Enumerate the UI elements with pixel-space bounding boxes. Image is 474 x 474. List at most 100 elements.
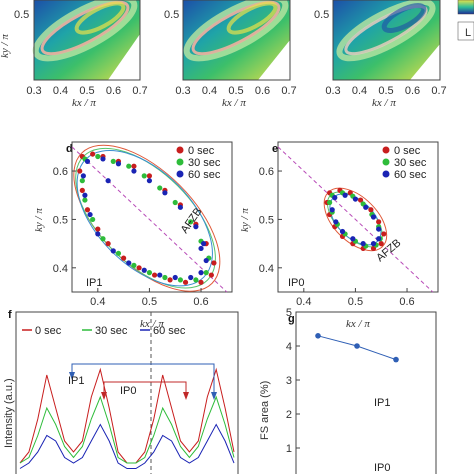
panel-f-ip0-arrow-right — [183, 392, 189, 400]
d-data-point — [146, 270, 153, 276]
top-y-tick-1: 0.5 — [14, 9, 29, 21]
top-y-tick-2: 0.5 — [164, 9, 179, 21]
panel-e-ylabel: ky / π — [239, 208, 251, 232]
d-data-point — [131, 163, 137, 169]
panel-f-lines — [19, 367, 235, 469]
e-legend-text: 0 sec — [394, 145, 421, 157]
d-data-point — [79, 178, 85, 184]
d-data-point — [80, 173, 86, 179]
top-x-tick-label: 0.6 — [106, 85, 121, 97]
d-data-point — [87, 211, 93, 218]
d-data-point — [95, 226, 101, 232]
panel-e-ticks: 0.4 0.5 0.6 0.6 0.5 0.4 — [259, 166, 415, 308]
g-ip1-point — [315, 333, 321, 339]
panel-d-xlabel: kx / π — [140, 318, 164, 330]
top-xlabel-3: kx / π — [372, 97, 396, 109]
d-data-point — [126, 260, 132, 266]
d-data-point — [198, 279, 204, 285]
heatmap-2-frame — [182, 0, 291, 81]
colorbar — [457, 0, 474, 15]
top-x-tick-label: 0.6 — [255, 85, 270, 97]
top-x-tick-label: 0.3 — [325, 85, 340, 97]
e-data-point — [368, 207, 374, 213]
e-afzb-dashed-line — [277, 146, 434, 293]
d-data-point — [105, 178, 111, 184]
d-data-point — [162, 190, 168, 196]
top-x-ticks: 0.3 0.4 0.5 0.6 0.7 0.3 0.4 0.5 0.6 0.7 0.3 0.4 0.5 0… — [26, 85, 446, 97]
d-data-point — [105, 241, 111, 247]
top-y-tick-3: 0.5 — [314, 9, 329, 21]
d-data-point — [203, 270, 209, 276]
panel-f-ip0-arrow-left — [101, 392, 107, 400]
e-y-tick-label: 0.5 — [259, 214, 274, 226]
panel-g-ticks: 5 4 3 2 1 — [286, 307, 300, 455]
e-data-point — [363, 204, 369, 210]
panel-g: g 5 4 3 2 1 IP1 IP0 FS area (%) — [259, 307, 437, 474]
panel-e-xlabel: kx / π — [346, 318, 370, 330]
d-data-point — [95, 231, 101, 237]
d-data-point — [126, 163, 132, 169]
e-data-point — [378, 241, 384, 247]
d-data-point — [121, 255, 127, 261]
d-data-point — [136, 265, 142, 271]
panel-f-frame — [15, 311, 239, 474]
panel-g-label: g — [288, 313, 295, 325]
panel-f-ip0-bracket — [103, 381, 187, 394]
d-data-point — [100, 236, 106, 242]
panel-f-ip0-label: IP0 — [120, 385, 137, 397]
e-legend-text: 30 sec — [394, 157, 427, 169]
top-x-tick-label: 0.7 — [431, 85, 446, 97]
e-x-tick-label: 0.5 — [348, 296, 363, 308]
panel-e-label: e — [272, 143, 278, 155]
d-data-point — [177, 204, 183, 210]
d-data-point — [131, 168, 137, 174]
d-data-point — [100, 156, 106, 162]
g-y-tick-label: 3 — [286, 375, 292, 387]
d-y-tick-label: 0.5 — [53, 214, 68, 226]
d-x-tick-label: 0.6 — [193, 296, 208, 308]
d-data-point — [188, 274, 194, 281]
e-data-point — [350, 236, 356, 242]
panel-d-fits — [73, 144, 221, 292]
panel-d-afzb-label: AFZB — [179, 206, 205, 236]
d-data-point — [77, 168, 83, 174]
panel-d-ip-label: IP1 — [86, 277, 103, 289]
d-data-point — [146, 178, 153, 184]
panel-g-ip1-label: IP1 — [374, 397, 391, 409]
panel-e-ip-label: IP0 — [288, 277, 305, 289]
panel-f-ip1-label: IP1 — [68, 375, 85, 387]
g-y-tick-label: 5 — [286, 307, 292, 319]
g-ip1-point — [354, 343, 360, 349]
heatmap-3 — [333, 0, 440, 80]
f-legend-text: 0 sec — [35, 325, 62, 337]
d-data-point — [82, 197, 88, 203]
panel-f-ip1-arrow-left — [69, 372, 75, 380]
d-legend-text: 60 sec — [188, 169, 221, 181]
f-legend-text: 30 sec — [95, 325, 128, 337]
panel-f-ip1-bracket — [71, 363, 215, 394]
d-data-point — [208, 272, 214, 278]
d-data-point — [84, 158, 91, 164]
panel-g-ylabel: FS area (%) — [259, 381, 271, 440]
e-x-tick-label: 0.4 — [296, 296, 311, 308]
d-data-point — [115, 161, 122, 167]
d-data-point — [198, 245, 204, 252]
panel-f-ip1-arrow-right — [211, 392, 217, 400]
e-data-point — [370, 241, 377, 247]
f-series-line-0 — [19, 367, 235, 464]
e-x-tick-label: 0.6 — [399, 296, 414, 308]
d-legend-text: 30 sec — [188, 157, 221, 169]
top-x-tick-label: 0.3 — [175, 85, 190, 97]
d-data-point — [90, 151, 96, 157]
f-series-line-2 — [19, 423, 235, 469]
d-data-point — [110, 158, 116, 164]
d-data-point — [172, 274, 178, 281]
colorbar-label-box — [457, 21, 474, 41]
panel-e-afzb-line — [277, 146, 434, 293]
heatmap-1 — [32, 0, 140, 80]
d-legend-marker — [176, 146, 184, 154]
f-series-line-1 — [19, 395, 235, 464]
d-data-point — [188, 219, 194, 225]
